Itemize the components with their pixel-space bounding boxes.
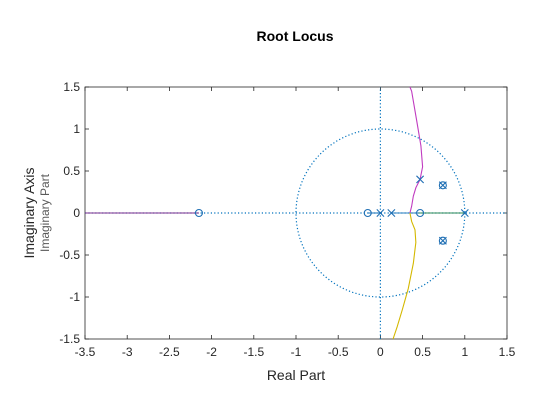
pole-marker: [376, 209, 385, 217]
zero-marker: [416, 208, 425, 218]
zero-marker: [194, 208, 203, 218]
y-tick-label: -1.5: [59, 332, 80, 346]
zero-marker: [438, 236, 447, 245]
y-tick-label: 1.5: [63, 80, 80, 94]
y-axis-label: Imaginary Axis: [21, 167, 37, 258]
locus-branch-5: [409, 179, 421, 214]
x-tick-label: 0.5: [414, 345, 431, 359]
chart-title: Root Locus: [257, 28, 334, 44]
x-tick-label: -0.5: [328, 345, 349, 359]
locus-branch-6: [392, 212, 417, 340]
pole-marker: [460, 209, 469, 217]
y-tick-label: 0.5: [63, 164, 80, 178]
x-tick-label: -3.5: [75, 345, 96, 359]
pole-marker: [387, 209, 396, 217]
x-tick-label: 1: [461, 345, 468, 359]
zero-marker: [363, 208, 372, 218]
y-tick-label: -1: [69, 290, 80, 304]
pole-marker: [438, 236, 447, 245]
x-tick-label: -2.5: [159, 345, 180, 359]
zero-marker: [438, 181, 447, 190]
x-axis-label: Real Part: [267, 367, 325, 383]
pole-marker: [416, 175, 425, 184]
locus-branch-4: [409, 86, 424, 180]
y-axis-sublabel: Imaginary Part: [38, 173, 52, 252]
y-tick-label: -0.5: [59, 248, 80, 262]
x-tick-label: -2: [206, 345, 217, 359]
pole-marker: [438, 181, 447, 190]
x-tick-label: -3: [122, 345, 133, 359]
plot-area: -3.5 -3 -2.5 -2 -1.5 -1 -0.5 0 0.5 1 1.5 1.5 1 0.5 0 -0…: [59, 80, 515, 359]
y-tick-label: 0: [73, 206, 80, 220]
x-tick-label: -1.5: [243, 345, 264, 359]
x-tick-label: 0: [377, 345, 384, 359]
x-tick-label: 1.5: [499, 345, 516, 359]
x-tick-label: -1: [291, 345, 302, 359]
y-tick-label: 1: [73, 122, 80, 136]
